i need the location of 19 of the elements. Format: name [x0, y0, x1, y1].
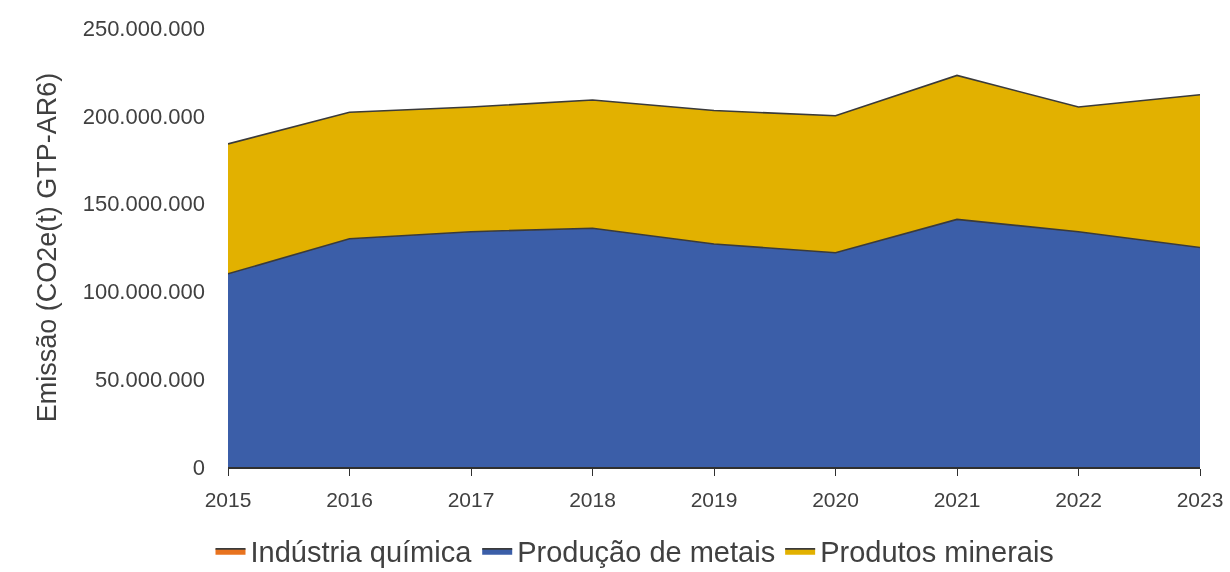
- y-tick-label: 50.000.000: [94, 366, 205, 392]
- x-tick-label: 2022: [1055, 487, 1102, 511]
- x-tick-label: 2020: [812, 487, 859, 511]
- x-tick-label: 2015: [204, 487, 252, 511]
- legend-label: Indústria química: [250, 536, 473, 569]
- y-tick-label: 0: [192, 454, 205, 480]
- y-tick-label: 150.000.000: [82, 191, 205, 217]
- y-axis-title: Emissão (CO2e(t) GTP-AR6): [31, 72, 62, 423]
- y-tick-label: 250.000.000: [82, 15, 205, 41]
- legend-label: Produtos minerais: [820, 536, 1054, 569]
- x-tick-label: 2018: [569, 487, 616, 511]
- legend-label: Produção de metais: [517, 536, 776, 569]
- x-tick-label: 2021: [933, 487, 981, 511]
- x-tick-label: 2023: [1176, 487, 1224, 511]
- y-tick-label: 100.000.000: [82, 279, 205, 305]
- y-tick-label: 200.000.000: [82, 103, 205, 129]
- x-tick-label: 2019: [690, 487, 738, 511]
- x-tick-label: 2017: [447, 487, 495, 511]
- x-tick-label: 2016: [326, 487, 373, 511]
